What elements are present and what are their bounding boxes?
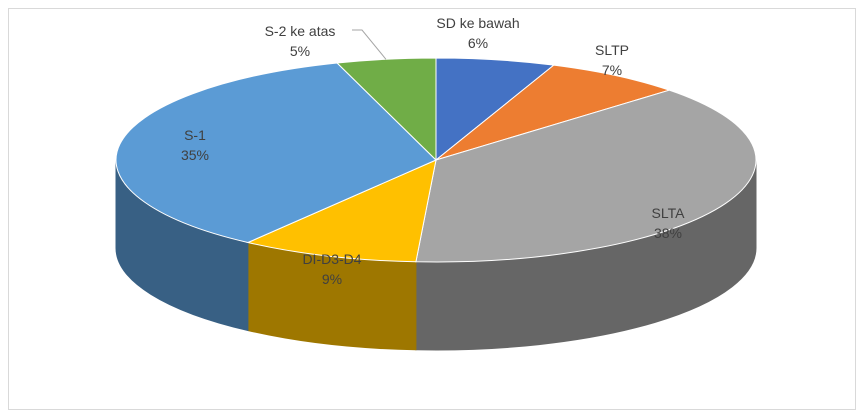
label-value: 5% [290,43,310,59]
leader-line [352,29,387,60]
data-labels: SD ke bawah 6% SLTP 7%SLTA 38%DI-D3-D4 9%S-1 3… [181,15,685,287]
label-category: SD ke bawah [436,15,519,31]
slice [435,64,671,161]
label-value: 38% [654,225,682,241]
label-value: 7% [602,62,622,78]
slice [115,62,437,244]
label-category: S-1 [184,127,206,143]
slice [336,57,437,162]
slice [246,159,437,263]
data-label: S-1 35% [181,127,209,163]
label-category: SLTP [595,42,629,58]
label-value: 9% [322,271,342,287]
data-label: SLTP 7% [595,42,629,78]
label-category: SLTA [652,205,686,221]
pie-sides [115,159,757,351]
label-category: S-2 ke atas [265,23,336,39]
label-category: DI-D3-D4 [302,251,361,267]
slice [415,89,757,263]
label-value: 6% [468,35,488,51]
data-label: SLTA 38% [652,205,686,241]
pie-tops [115,57,757,263]
label-value: 35% [181,147,209,163]
data-label: SD ke bawah 6% [436,15,519,51]
slice [435,57,556,162]
data-label: DI-D3-D4 9% [302,251,361,287]
data-label: S-2 ke atas 5% [265,23,336,59]
